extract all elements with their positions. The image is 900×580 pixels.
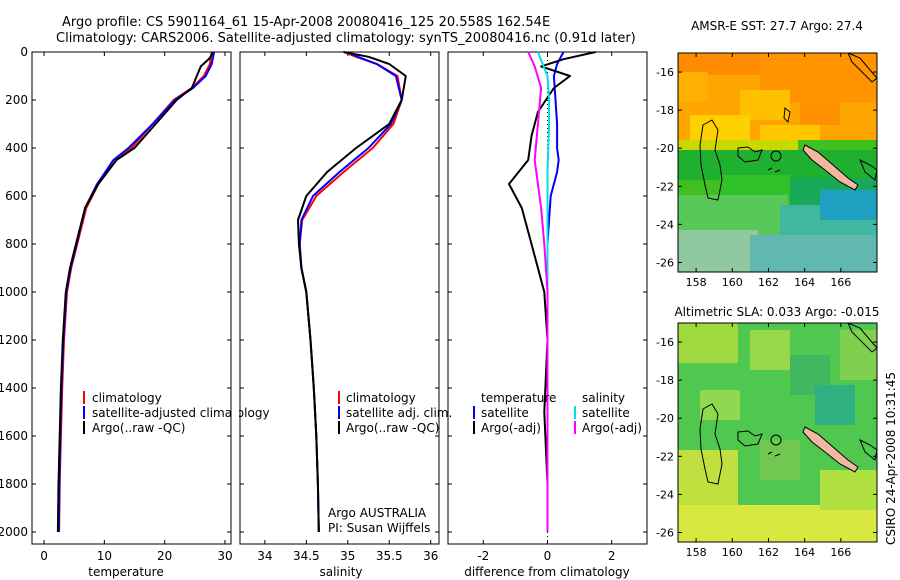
- x-tick-label: 0: [40, 549, 48, 563]
- y-tick-label: 1400: [0, 381, 28, 395]
- sla-map-frame: [677, 322, 878, 543]
- sla-heatmap: [678, 323, 877, 542]
- y-tick-label: 600: [5, 189, 28, 203]
- legend-label-temp-satellite: satellite: [481, 406, 529, 420]
- y-tick-label: 1000: [0, 285, 28, 299]
- salinity-xlabel: salinity: [319, 565, 362, 579]
- x-tick-label: 34.5: [293, 549, 320, 563]
- y-tick-label: 2000: [0, 525, 28, 539]
- map-y-tick-label: -18: [656, 374, 674, 387]
- series-line: [508, 51, 596, 532]
- series-line: [56, 51, 214, 533]
- x-tick-label: -2: [477, 549, 489, 563]
- salinity-annotation-line-2: PI: Susan Wijffels: [328, 521, 430, 535]
- y-tick-label: 800: [5, 237, 28, 251]
- x-tick-label: 0: [544, 549, 552, 563]
- sla-new-caledonia-island: [802, 426, 859, 473]
- series-line: [527, 51, 549, 532]
- sst-coastlines: [699, 53, 877, 201]
- legend-label-salt-satellite: satellite: [582, 406, 630, 420]
- series-line: [298, 51, 403, 533]
- x-tick-label: 35: [340, 549, 355, 563]
- legend-label-salt-argo: Argo(-adj): [582, 421, 642, 435]
- map-y-tick-label: -20: [656, 142, 674, 155]
- map-x-tick-label: 164: [794, 276, 815, 289]
- temperature-profile-lines: [56, 51, 216, 533]
- temperature-axis-ticks: 0 10 20 30 0 200 400 600 800 1000 1200 1400 1600 1800…: [0, 45, 233, 563]
- x-tick-label: 36: [423, 549, 438, 563]
- difference-axis-ticks: -2 0 2: [448, 51, 647, 563]
- map-y-tick-label: -22: [656, 180, 674, 193]
- legend-label-temp-argo: Argo(-adj): [481, 421, 541, 435]
- series-line: [297, 51, 407, 533]
- x-tick-label: 34: [257, 549, 272, 563]
- map-y-tick-label: -24: [656, 218, 674, 231]
- y-tick-label: 400: [5, 141, 28, 155]
- series-line: [58, 51, 213, 533]
- map-x-tick-label: 162: [758, 546, 779, 559]
- sla-coastlines: [699, 323, 877, 485]
- legend-label-argo: Argo(..raw -QC): [92, 421, 185, 435]
- sst-heatmap: [678, 53, 877, 272]
- map-y-tick-label: -20: [656, 412, 674, 425]
- map-y-tick-label: -16: [656, 66, 674, 79]
- salinity-panel-frame: [239, 51, 440, 545]
- difference-legend: temperature satellite Argo(-adj) salinit…: [473, 391, 642, 435]
- salinity-legend: climatology satellite adj. clim. Argo(..…: [338, 391, 452, 435]
- map-x-tick-label: 162: [758, 276, 779, 289]
- x-tick-label: 10: [97, 549, 112, 563]
- map-x-tick-label: 160: [722, 276, 743, 289]
- sst-new-caledonia-island: [802, 144, 859, 191]
- sst-map-title: AMSR-E SST: 27.7 Argo: 27.4: [691, 19, 863, 33]
- legend-label-argo: Argo(..raw -QC): [346, 421, 439, 435]
- sst-map-frame: [677, 52, 878, 273]
- series-line: [57, 51, 216, 533]
- map-y-tick-label: -26: [656, 526, 674, 539]
- sst-map-ticks: 158 160 162 164 166 -16 -18 -20 -22 -24 -26: [656, 53, 877, 289]
- salinity-annotation-line-1: Argo AUSTRALIA: [328, 506, 427, 520]
- y-tick-label: 1200: [0, 333, 28, 347]
- header-line-1: Argo profile: CS 5901164_61 15-Apr-2008 …: [62, 15, 550, 30]
- map-x-tick-label: 158: [686, 546, 707, 559]
- y-tick-label: 0: [20, 45, 28, 59]
- map-y-tick-label: -22: [656, 450, 674, 463]
- map-y-tick-label: -24: [656, 488, 674, 501]
- map-x-tick-label: 164: [794, 546, 815, 559]
- map-y-tick-label: -26: [656, 256, 674, 269]
- legend-title-salinity: salinity: [582, 391, 625, 405]
- y-tick-label: 1800: [0, 477, 28, 491]
- x-tick-label: 20: [157, 549, 172, 563]
- header-line-2: Climatology: CARS2006. Satellite-adjuste…: [56, 31, 636, 46]
- sla-map-ticks: 158 160 162 164 166 -16 -18 -20 -22 -24 -26: [656, 323, 877, 559]
- temperature-legend: climatology satellite-adjusted climatolo…: [83, 391, 270, 435]
- x-tick-label: 2: [608, 549, 616, 563]
- temperature-legend-mask: [232, 380, 239, 440]
- difference-xlabel: difference from climatology: [464, 565, 630, 579]
- y-tick-label: 200: [5, 93, 28, 107]
- map-x-tick-label: 166: [830, 276, 851, 289]
- x-tick-label: 35.5: [376, 549, 403, 563]
- map-x-tick-label: 160: [722, 546, 743, 559]
- salinity-profile-lines: [297, 51, 407, 533]
- temperature-xlabel: temperature: [88, 565, 163, 579]
- legend-label-satellite: satellite-adjusted climatology: [92, 406, 270, 420]
- legend-label-climatology: climatology: [92, 391, 162, 405]
- map-x-tick-label: 158: [686, 276, 707, 289]
- series-line: [298, 51, 403, 533]
- legend-title-temperature: temperature: [481, 391, 556, 405]
- map-x-tick-label: 166: [830, 546, 851, 559]
- legend-label-satellite: satellite adj. clim.: [346, 406, 452, 420]
- legend-label-climatology: climatology: [346, 391, 416, 405]
- salinity-axis-ticks: 34 34.5 35 35.5 36: [240, 51, 439, 563]
- temperature-panel-frame: [31, 51, 232, 545]
- map-y-tick-label: -16: [656, 336, 674, 349]
- difference-profile-lines: [508, 51, 596, 544]
- sla-map-title: Altimetric SLA: 0.033 Argo: -0.015: [674, 305, 879, 319]
- map-y-tick-label: -18: [656, 104, 674, 117]
- side-stamp: CSIRO 24-Apr-2008 10:31:45: [884, 372, 898, 545]
- y-tick-label: 1600: [0, 429, 28, 443]
- x-tick-label: 30: [217, 549, 232, 563]
